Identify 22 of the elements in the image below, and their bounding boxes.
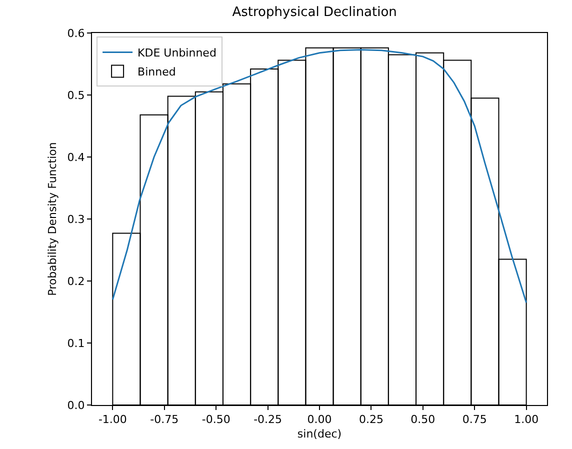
x-tick-label: 0.25 xyxy=(358,413,384,426)
y-axis-title: Probability Density Function xyxy=(46,142,59,296)
legend-label: Binned xyxy=(138,66,176,79)
x-tick-label: 1.00 xyxy=(514,413,539,426)
x-tick-label: -0.50 xyxy=(202,413,230,426)
y-tick-label: 0.5 xyxy=(67,88,85,102)
y-tick-label: 0.6 xyxy=(67,26,85,40)
x-tick-label: -0.25 xyxy=(254,413,282,426)
y-tick-label: 0.2 xyxy=(67,274,85,288)
line-series xyxy=(112,48,528,304)
x-tick-label: 0.50 xyxy=(410,413,436,426)
x-tick-label: -0.75 xyxy=(150,413,179,426)
y-tick-label: 0.0 xyxy=(67,398,85,412)
x-tick-label: 0.00 xyxy=(307,413,332,426)
x-tick-label: 0.75 xyxy=(462,413,487,426)
x-tick-label: -1.00 xyxy=(98,413,127,426)
x-axis-title: sin(dec) xyxy=(297,427,342,440)
y-tick-label: 0.1 xyxy=(67,336,85,350)
chart-title: Astrophysical Declination xyxy=(232,4,397,20)
y-tick-label: 0.3 xyxy=(67,212,85,226)
y-tick-label: 0.4 xyxy=(67,150,85,164)
legend-label: KDE Unbinned xyxy=(138,46,216,60)
